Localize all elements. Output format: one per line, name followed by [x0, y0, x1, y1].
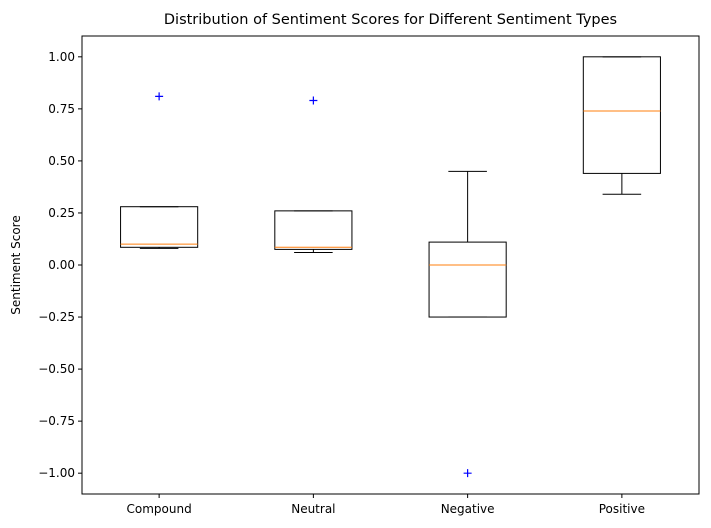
- box-compound: [120, 206, 199, 248]
- outlier-marker: [155, 92, 164, 101]
- y-tick-label: 0.25: [48, 206, 75, 220]
- outlier-marker: [463, 469, 472, 478]
- x-tick-label: Positive: [599, 502, 645, 516]
- plot-frame: [81, 35, 700, 495]
- outlier-marker: [309, 96, 318, 105]
- y-tick-label: −0.50: [38, 362, 75, 376]
- x-tick-label: Compound: [127, 502, 192, 516]
- box-positive: [582, 56, 661, 174]
- x-tick-label: Neutral: [291, 502, 335, 516]
- chart-title: Distribution of Sentiment Scores for Dif…: [164, 12, 617, 28]
- y-axis-label: Sentiment Score: [9, 215, 23, 314]
- box-negative: [428, 241, 507, 318]
- y-tick-label: 0.75: [48, 102, 75, 116]
- y-tick-label: −1.00: [38, 466, 75, 480]
- y-tick-label: 0.00: [48, 258, 75, 272]
- box-neutral: [274, 210, 353, 250]
- y-tick-label: −0.25: [38, 310, 75, 324]
- x-tick-label: Negative: [441, 502, 495, 516]
- y-tick-label: 0.50: [48, 154, 75, 168]
- y-tick-label: −0.75: [38, 414, 75, 428]
- y-tick-label: 1.00: [48, 50, 75, 64]
